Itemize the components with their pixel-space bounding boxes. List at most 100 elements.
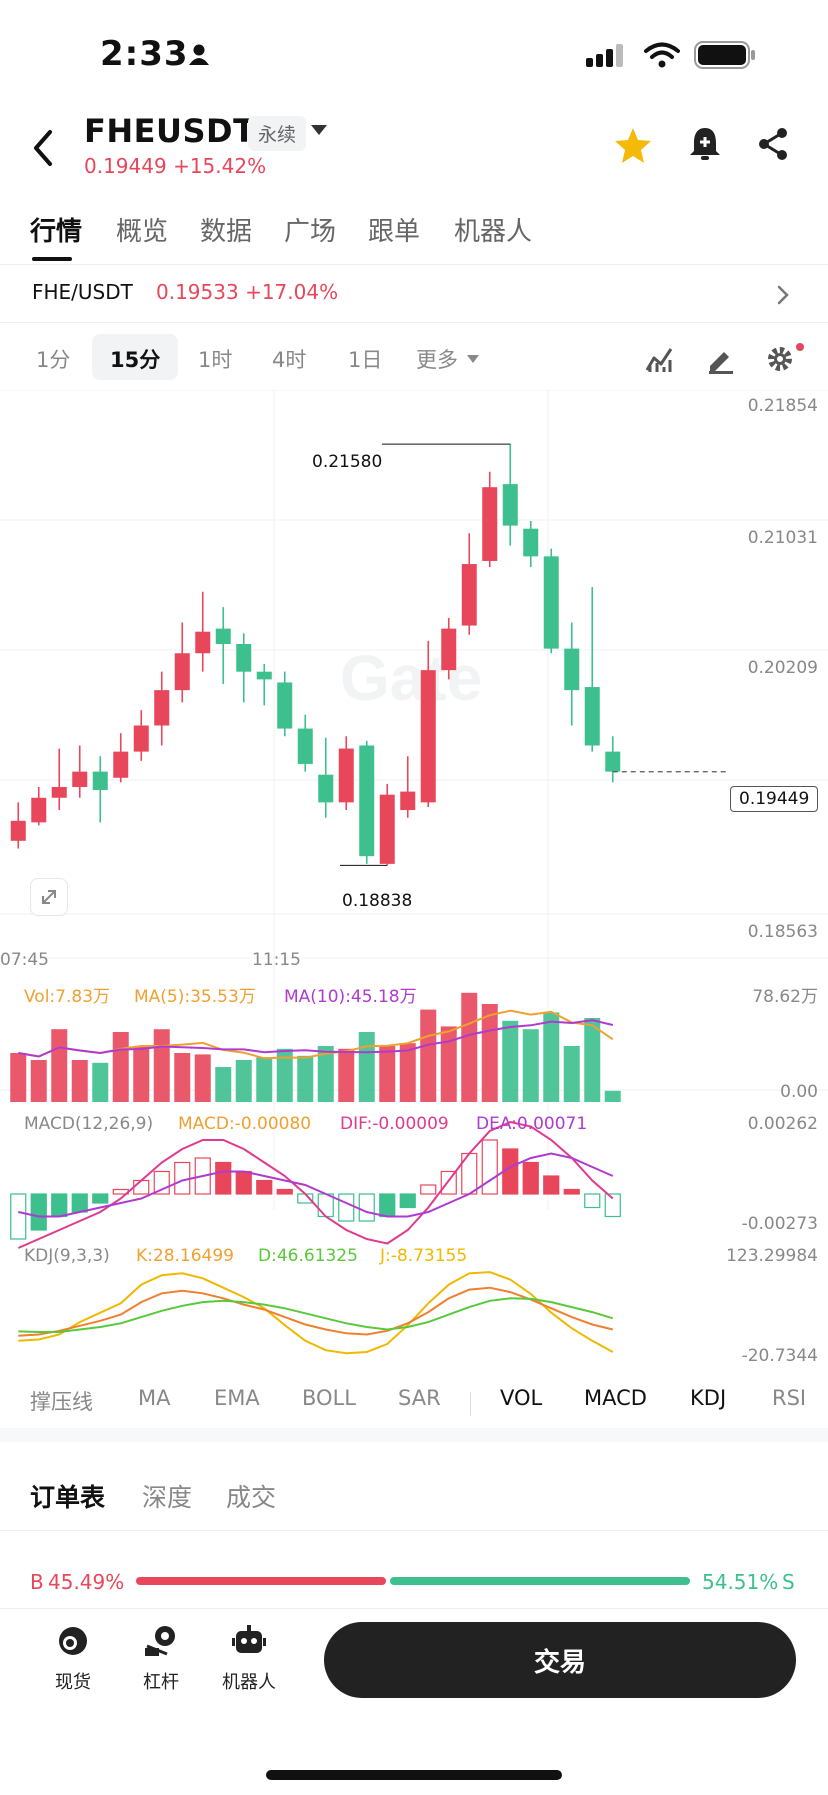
candle-body [420,670,436,803]
interval-15m[interactable]: 15分 [110,348,161,372]
sell-label: S [782,1570,795,1594]
spot-pair-label: FHE/USDT [32,280,133,304]
indicator-sar[interactable]: SAR [398,1386,441,1410]
order-book-tabs: 订单表 深度 成交 [0,1468,828,1528]
buy-sell-ratio: B 45.49% 54.51% S [0,1560,828,1604]
nav-margin[interactable]: 杠杆 [116,1624,206,1694]
kdj-label: KDJ(9,3,3) [24,1246,110,1266]
main-tabs: 行情 概览 数据 广场 跟单 机器人 [0,205,828,265]
volume-bar [112,1032,129,1102]
volume-max-label: 78.62万 [752,987,818,1007]
kdj-min-label: -20.7344 [741,1346,818,1366]
y-axis-tick: 0.18563 [747,922,818,942]
candle-body [482,487,498,561]
macd-histogram-bar [399,1193,416,1209]
favorite-star-icon[interactable] [614,126,652,164]
candle-body [564,648,580,691]
bottom-nav: 现货 杠杆 机器人 交易 [0,1608,828,1728]
spot-pair-row[interactable]: FHE/USDT 0.19533 +17.04% [0,268,828,320]
caret-down-icon[interactable] [310,123,328,137]
indicator-ema[interactable]: EMA [214,1386,260,1410]
macd-histogram-bar [543,1175,560,1195]
chart-watermark: Gate [340,642,482,714]
kdj-max-label: 123.29984 [726,1246,818,1266]
volume-min-label: 0.00 [780,1082,818,1102]
interval-1h[interactable]: 1时 [198,348,233,372]
candle-body [92,771,108,791]
trade-button[interactable]: 交易 [324,1622,796,1698]
expand-chart-button[interactable] [30,878,68,916]
indicator-vol[interactable]: VOL [500,1386,543,1410]
volume-ma10-line [18,1019,614,1058]
macd-histogram-bar [379,1193,396,1218]
indicator-chart-icon[interactable] [644,344,674,374]
volume-bar [543,1012,560,1102]
nav-spot[interactable]: 现货 [28,1624,118,1694]
volume-bar [153,1029,170,1102]
tab-order-book[interactable]: 订单表 [30,1483,106,1512]
x-axis-tick: 11:15 [252,950,301,970]
spot-coin-icon [59,1627,87,1655]
caret-down-icon[interactable] [466,354,480,364]
volume-bar [461,992,478,1102]
contract-type-badge: 永续 [248,116,307,151]
tab-market[interactable]: 行情 [30,217,83,247]
nav-bots-label: 机器人 [222,1672,276,1693]
tab-copy-trading[interactable]: 跟单 [368,217,421,247]
wifi-icon [644,42,680,68]
interval-1d[interactable]: 1日 [348,348,383,372]
indicator-support-resistance[interactable]: 撑压线 [30,1390,93,1414]
share-icon[interactable] [756,126,790,162]
buy-percent: 45.49% [48,1570,125,1594]
home-indicator[interactable] [266,1770,562,1780]
buy-label: B [30,1570,44,1594]
candle-body [461,564,477,626]
signal-icon [586,44,623,67]
chart-settings-gear-icon[interactable] [766,342,806,374]
candle-body [195,631,211,654]
draw-pencil-icon[interactable] [706,344,736,374]
tab-depth[interactable]: 深度 [142,1483,193,1512]
volume-bar [71,1060,88,1102]
macd-histogram-bar [338,1193,355,1222]
price-alert-bell-icon[interactable] [688,126,722,162]
indicator-kdj[interactable]: KDJ [690,1386,727,1410]
volume-bar [30,1060,47,1102]
tab-trades[interactable]: 成交 [226,1483,277,1512]
status-time: 2:33 [100,34,189,74]
nav-bots[interactable]: 机器人 [204,1624,294,1694]
price-chart[interactable]: Gate [0,390,828,1380]
contract-symbol[interactable]: FHEUSDT [84,112,256,150]
indicator-rsi[interactable]: RSI [772,1386,807,1410]
person-icon [189,44,209,65]
interval-more[interactable]: 更多 [416,348,458,372]
candle-body [359,745,375,857]
indicator-ma[interactable]: MA [138,1386,171,1410]
section-spacer [0,1428,828,1442]
macd-dif-line [17,1120,614,1249]
tab-data[interactable]: 数据 [200,217,253,247]
back-arrow-icon[interactable] [30,128,56,168]
high-price-marker: 0.21580 [312,452,383,472]
interval-1m[interactable]: 1分 [36,348,71,372]
interval-4h[interactable]: 4时 [272,348,307,372]
volume-bar [317,1046,334,1102]
candle-body [113,751,129,778]
tab-bots[interactable]: 机器人 [454,217,533,247]
candle-body [10,820,26,841]
volume-bar [563,1046,580,1102]
volume-bar [194,1054,211,1102]
macd-histogram-bar [174,1161,191,1195]
tab-overview[interactable]: 概览 [116,217,169,247]
candle-body [277,682,293,729]
indicator-boll[interactable]: BOLL [302,1386,356,1410]
macd-histogram-bar [51,1193,68,1218]
tab-square[interactable]: 广场 [284,217,337,247]
indicator-macd[interactable]: MACD [584,1386,647,1410]
divider [0,264,828,265]
volume-bar [276,1048,293,1102]
y-axis-tick: 0.21031 [747,528,818,548]
buy-ratio-bar [136,1577,386,1585]
volume-bar [51,1029,68,1102]
macd-histogram-bar [358,1193,375,1222]
